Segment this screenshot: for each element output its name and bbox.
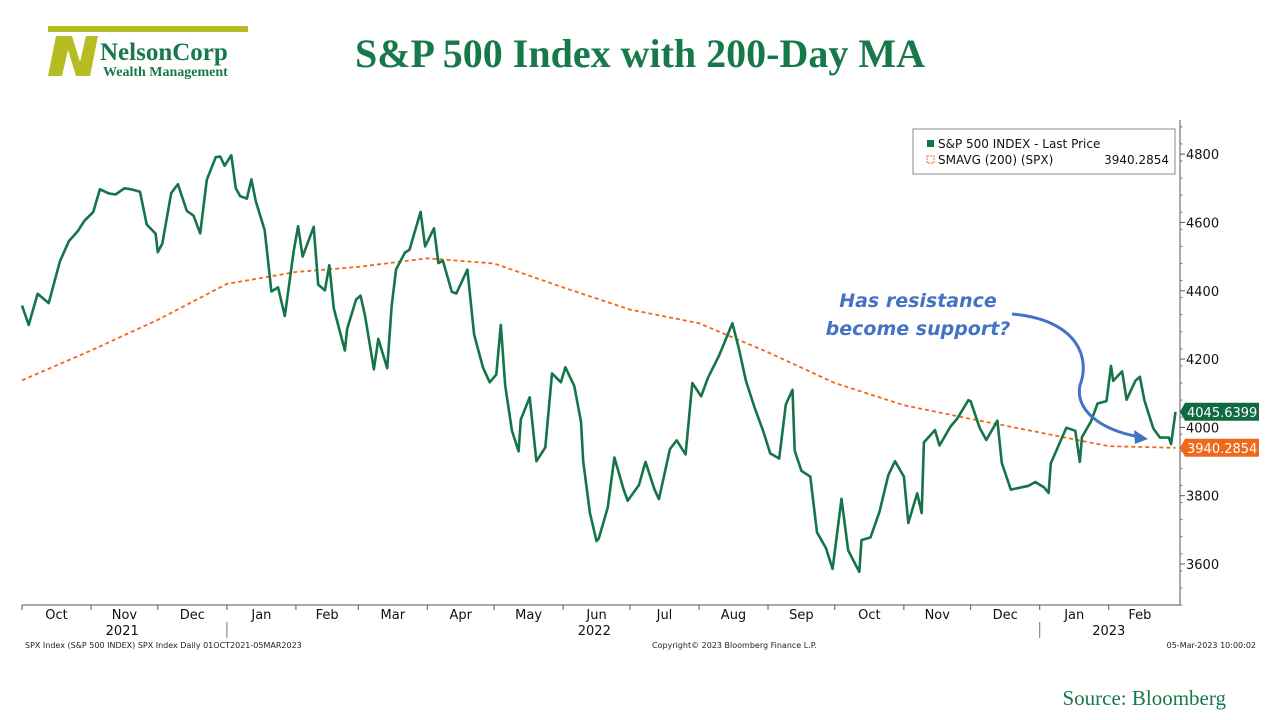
x-tick-label: Jan xyxy=(250,608,271,623)
ma-last-tag-bg xyxy=(1180,438,1259,457)
footer-center: Copyright© 2023 Bloomberg Finance L.P. xyxy=(652,641,817,650)
x-tick-label: Feb xyxy=(316,608,339,623)
ma-last-tag-label: 3940.2854 xyxy=(1187,442,1257,457)
y-tick-label: 4600 xyxy=(1186,216,1219,231)
year-label: 2021 xyxy=(106,624,139,639)
price-last-tag-label: 4045.6399 xyxy=(1187,406,1257,421)
legend-price-label: S&P 500 INDEX - Last Price xyxy=(938,137,1100,151)
x-tick-label: Oct xyxy=(858,608,880,623)
year-label: 2023 xyxy=(1092,624,1125,639)
page-title: S&P 500 Index with 200-Day MA xyxy=(0,30,1280,77)
footer-left: SPX Index (S&P 500 INDEX) SPX Index Dail… xyxy=(25,641,302,650)
legend-ma-label: SMAVG (200) (SPX) xyxy=(938,153,1053,167)
source-note: Source: Bloomberg xyxy=(1062,686,1226,710)
x-tick-label: Nov xyxy=(112,608,138,623)
x-tick-label: May xyxy=(515,608,542,623)
y-tick-label: 4400 xyxy=(1186,285,1219,300)
x-tick-label: Feb xyxy=(1128,608,1151,623)
legend-ma-swatch xyxy=(926,155,935,164)
price-last-tag-bg xyxy=(1180,402,1259,421)
series-line-ma xyxy=(21,257,1176,449)
nelsoncorp-logo: NelsonCorp Wealth Management xyxy=(48,26,248,80)
x-tick-label: Mar xyxy=(381,608,406,623)
x-tick-label: Dec xyxy=(993,608,1018,623)
logo-name: NelsonCorp xyxy=(100,39,228,66)
legend-ma-value: 3940.2854 xyxy=(1104,153,1169,167)
legend-price-swatch xyxy=(927,140,934,147)
x-tick-label: Apr xyxy=(449,608,472,623)
y-tick-label: 4800 xyxy=(1186,148,1219,163)
y-tick-label: 3600 xyxy=(1186,558,1219,573)
logo-tagline: Wealth Management xyxy=(103,65,228,80)
x-tick-label: Jul xyxy=(656,608,673,623)
footer-right: 05-Mar-2023 10:00:02 xyxy=(1166,641,1256,650)
legend-box: S&P 500 INDEX - Last Price SMAVG (200) (… xyxy=(912,128,1176,175)
y-tick-label: 3800 xyxy=(1186,490,1219,505)
annotation-arrowhead xyxy=(1134,430,1148,444)
annotation-arrow xyxy=(1011,312,1141,439)
y-tick-label: 4000 xyxy=(1186,421,1219,436)
x-tick-label: Jan xyxy=(1063,608,1084,623)
x-tick-label: Dec xyxy=(180,608,205,623)
x-tick-label: Jun xyxy=(585,608,606,623)
year-label: 2022 xyxy=(578,624,611,639)
x-tick-label: Oct xyxy=(45,608,67,623)
annotation-line2: become support? xyxy=(826,318,1011,340)
x-tick-label: Nov xyxy=(925,608,951,623)
annotation-line1: Has resistance xyxy=(839,290,997,312)
x-tick-label: Aug xyxy=(721,608,746,623)
y-tick-label: 4200 xyxy=(1186,353,1219,368)
x-tick-label: Sep xyxy=(789,608,814,623)
series-line-price xyxy=(20,153,1177,574)
annotation: Has resistance become support? xyxy=(826,290,1148,444)
chart-title: S&P 500 Index with 200-Day MA xyxy=(354,31,926,76)
